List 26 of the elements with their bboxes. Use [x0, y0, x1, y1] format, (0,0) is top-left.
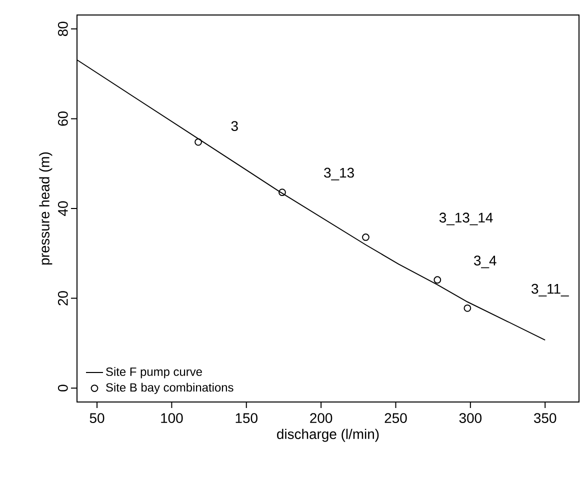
- point: [434, 276, 442, 284]
- annotation: 3: [231, 121, 238, 132]
- point: [464, 304, 472, 312]
- legend-label: Site B bay combinations: [106, 382, 234, 394]
- y-tick-label: 60: [58, 111, 68, 126]
- x-tick-label: 350: [534, 413, 556, 424]
- x-tick-label: 50: [90, 413, 104, 424]
- legend-label: Site F pump curve: [106, 367, 202, 378]
- point: [194, 138, 202, 146]
- x-tick-label: 150: [236, 413, 258, 424]
- x-tick-label: 200: [310, 413, 332, 424]
- annotation: 3_13_14: [439, 212, 493, 226]
- y-tick-label: 40: [58, 201, 68, 216]
- x-axis-title: discharge (l/min): [277, 428, 379, 442]
- y-tick-label: 20: [58, 291, 68, 306]
- x-tick-label: 300: [459, 413, 482, 424]
- annotation: 3_4: [474, 256, 496, 268]
- x-tick-label: 100: [161, 413, 183, 424]
- y-tick-label: 80: [58, 22, 68, 36]
- y-tick-label: 0: [58, 384, 68, 392]
- x-tick-label: 250: [384, 413, 407, 424]
- y-axis-title: pressure head (m): [39, 152, 52, 265]
- annotation: 3_13: [324, 168, 354, 180]
- point: [278, 188, 286, 196]
- annotation: 3_11_: [532, 284, 569, 296]
- point: [362, 234, 370, 241]
